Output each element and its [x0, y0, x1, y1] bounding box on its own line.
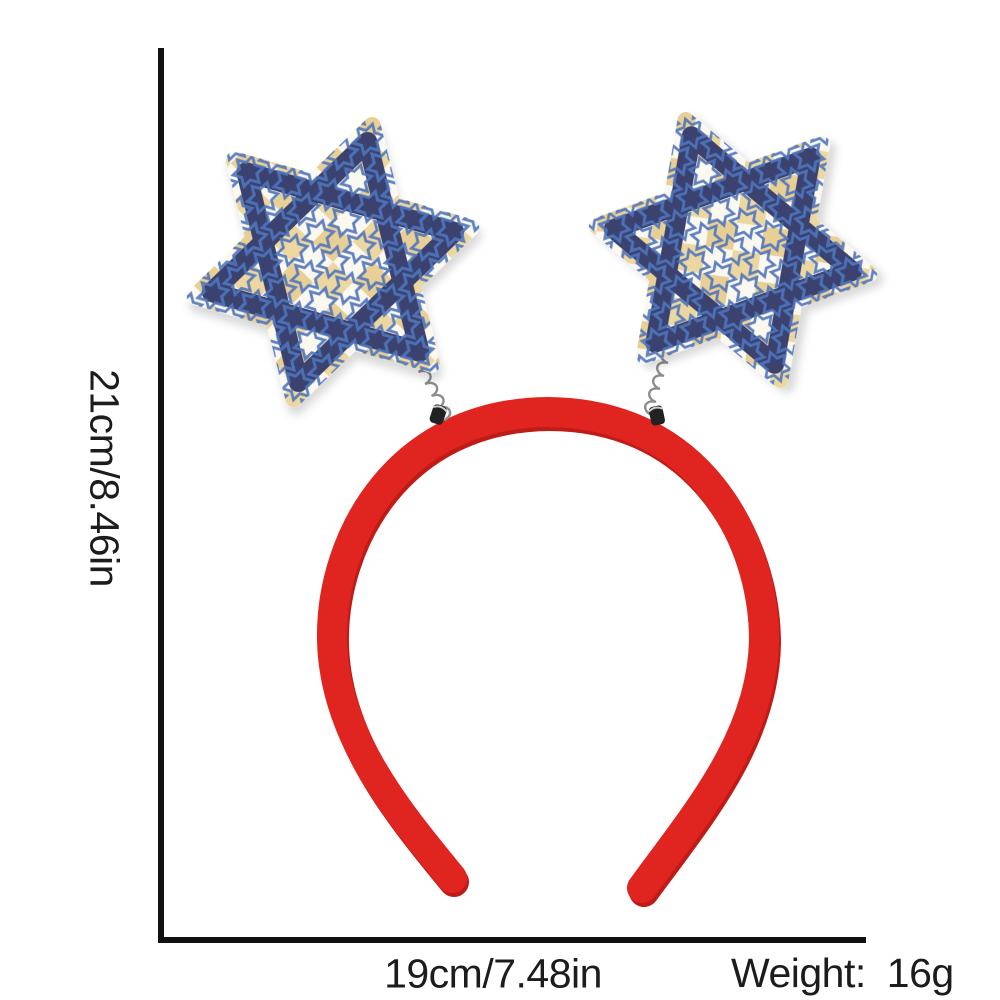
horizontal-measure-line [158, 937, 866, 943]
right-star [574, 79, 893, 420]
left-spring-clip [429, 404, 448, 425]
right-spring [643, 348, 673, 417]
right-star-mini-stars [574, 79, 893, 420]
vertical-measure-line [158, 48, 164, 943]
left-star [176, 92, 491, 433]
headband-band [316, 396, 782, 907]
weight-value: 16g [886, 950, 954, 996]
headband-band-front [316, 396, 780, 903]
width-dimension-label: 19cm/7.48in [384, 950, 602, 997]
left-star-mini-stars [176, 92, 491, 433]
right-spring-clip [648, 405, 665, 426]
weight-label: Weight: [731, 950, 866, 996]
weight-readout: Weight: 16g [731, 953, 954, 994]
